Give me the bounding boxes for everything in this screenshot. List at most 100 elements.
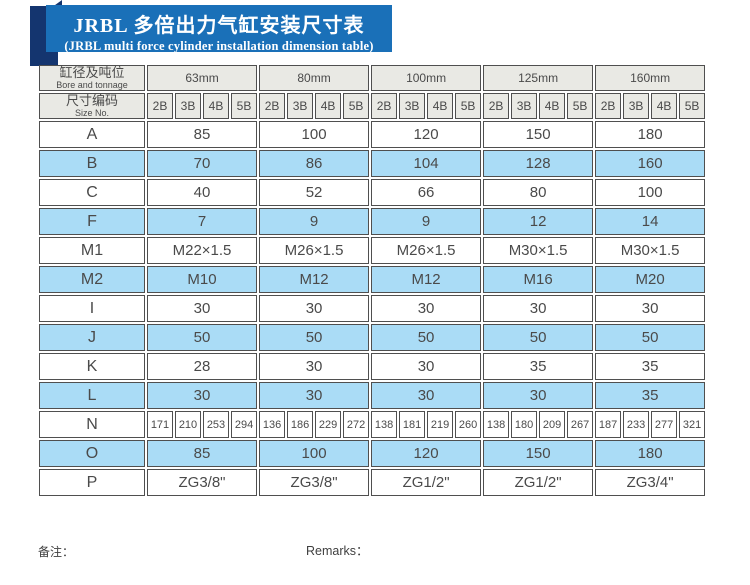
header-subcol-63mm-3B: 3B xyxy=(175,93,201,119)
cell-N-12: 138 xyxy=(483,411,510,438)
header-subcol-125mm-5B: 5B xyxy=(567,93,594,119)
cell-I-80mm: 30 xyxy=(259,295,370,322)
row-label-M2: M2 xyxy=(39,266,145,293)
cell-L-125mm: 30 xyxy=(483,382,594,409)
row-label-N: N xyxy=(39,411,145,438)
cell-N-16: 187 xyxy=(595,411,622,438)
row-label-K: K xyxy=(39,353,145,380)
cell-F-125mm: 12 xyxy=(483,208,594,235)
cell-N-15: 267 xyxy=(567,411,594,438)
cell-O-125mm: 150 xyxy=(483,440,594,467)
cell-M2-63mm: M10 xyxy=(147,266,258,293)
cell-N-3: 294 xyxy=(231,411,258,438)
remarks-zh: 备注： 1、我司尺寸单位均为mm。3、我公司产品标准出力均为6kg/cm²工作气… xyxy=(38,512,303,585)
cell-L-80mm: 30 xyxy=(259,382,370,409)
cell-A-63mm: 85 xyxy=(147,121,258,148)
header-subcol-63mm-4B: 4B xyxy=(203,93,229,119)
cell-M2-100mm: M12 xyxy=(371,266,482,293)
cell-M2-125mm: M16 xyxy=(483,266,594,293)
cell-J-125mm: 50 xyxy=(483,324,594,351)
cell-A-100mm: 120 xyxy=(371,121,482,148)
header-subcol-160mm-4B: 4B xyxy=(651,93,678,119)
cell-F-100mm: 9 xyxy=(371,208,482,235)
cell-M1-63mm: M22×1.5 xyxy=(147,237,258,264)
cell-N-6: 229 xyxy=(315,411,342,438)
header-subcol-160mm-2B: 2B xyxy=(595,93,622,119)
cell-N-11: 260 xyxy=(455,411,482,438)
cell-P-80mm: ZG3/8" xyxy=(259,469,370,496)
cell-F-80mm: 9 xyxy=(259,208,370,235)
cell-N-13: 180 xyxy=(511,411,538,438)
cell-L-160mm: 35 xyxy=(595,382,706,409)
header-subcol-125mm-2B: 2B xyxy=(483,93,510,119)
header-bore-160mm: 160mm xyxy=(595,65,706,91)
cell-I-125mm: 30 xyxy=(483,295,594,322)
header-bore-125mm: 125mm xyxy=(483,65,594,91)
cell-K-160mm: 35 xyxy=(595,353,706,380)
cell-P-160mm: ZG3/4" xyxy=(595,469,706,496)
cell-L-63mm: 30 xyxy=(147,382,258,409)
cell-L-100mm: 30 xyxy=(371,382,482,409)
header-subcol-80mm-3B: 3B xyxy=(287,93,314,119)
cell-N-1: 210 xyxy=(175,411,201,438)
cell-B-100mm: 104 xyxy=(371,150,482,177)
cell-J-100mm: 50 xyxy=(371,324,482,351)
header-subcol-100mm-3B: 3B xyxy=(399,93,426,119)
cell-K-63mm: 28 xyxy=(147,353,258,380)
cell-M2-160mm: M20 xyxy=(595,266,706,293)
cell-N-7: 272 xyxy=(343,411,370,438)
header-subcol-100mm-4B: 4B xyxy=(427,93,454,119)
cell-I-160mm: 30 xyxy=(595,295,706,322)
cell-M1-160mm: M30×1.5 xyxy=(595,237,706,264)
cell-F-160mm: 14 xyxy=(595,208,706,235)
header-bore-63mm: 63mm xyxy=(147,65,258,91)
cell-P-125mm: ZG1/2" xyxy=(483,469,594,496)
header-sizeno-zh: 尺寸编码 xyxy=(65,93,118,108)
cell-I-100mm: 30 xyxy=(371,295,482,322)
cell-M1-100mm: M26×1.5 xyxy=(371,237,482,264)
cell-C-80mm: 52 xyxy=(259,179,370,206)
row-label-L: L xyxy=(39,382,145,409)
cell-B-160mm: 160 xyxy=(595,150,706,177)
cell-O-80mm: 100 xyxy=(259,440,370,467)
cell-O-63mm: 85 xyxy=(147,440,258,467)
header-subcol-80mm-5B: 5B xyxy=(343,93,370,119)
header-bore-zh: 缸径及吨位 xyxy=(59,65,125,80)
cell-J-80mm: 50 xyxy=(259,324,370,351)
header-subcol-80mm-2B: 2B xyxy=(259,93,286,119)
cell-M2-80mm: M12 xyxy=(259,266,370,293)
cell-C-160mm: 100 xyxy=(595,179,706,206)
row-label-J: J xyxy=(39,324,145,351)
cell-N-4: 136 xyxy=(259,411,286,438)
cell-O-100mm: 120 xyxy=(371,440,482,467)
cell-B-125mm: 128 xyxy=(483,150,594,177)
cell-M1-80mm: M26×1.5 xyxy=(259,237,370,264)
cell-B-80mm: 86 xyxy=(259,150,370,177)
header-subcol-160mm-3B: 3B xyxy=(623,93,650,119)
cell-P-63mm: ZG3/8" xyxy=(147,469,258,496)
cell-I-63mm: 30 xyxy=(147,295,258,322)
cell-N-9: 181 xyxy=(399,411,426,438)
cell-K-80mm: 30 xyxy=(259,353,370,380)
header-bore-en: Bore and tonnage xyxy=(56,80,128,90)
remarks-en: Remarks： 1.The size unit of our departme… xyxy=(306,513,736,585)
header-subcol-63mm-5B: 5B xyxy=(231,93,258,119)
row-label-O: O xyxy=(39,440,145,467)
header-size-no: 尺寸编码 Size No. xyxy=(39,93,145,119)
cell-K-125mm: 35 xyxy=(483,353,594,380)
cell-A-160mm: 180 xyxy=(595,121,706,148)
row-label-A: A xyxy=(39,121,145,148)
row-label-P: P xyxy=(39,469,145,496)
cell-O-160mm: 180 xyxy=(595,440,706,467)
row-label-C: C xyxy=(39,179,145,206)
cell-J-63mm: 50 xyxy=(147,324,258,351)
cell-A-125mm: 150 xyxy=(483,121,594,148)
cell-B-63mm: 70 xyxy=(147,150,258,177)
cell-N-10: 219 xyxy=(427,411,454,438)
cell-C-125mm: 80 xyxy=(483,179,594,206)
cell-N-19: 321 xyxy=(679,411,706,438)
page-subtitle: (JRBL multi force cylinder installation … xyxy=(64,39,374,53)
cell-N-18: 277 xyxy=(651,411,678,438)
dimension-table: 缸径及吨位 Bore and tonnage 63mm 80mm 100mm 125mm 1… xyxy=(37,63,707,498)
